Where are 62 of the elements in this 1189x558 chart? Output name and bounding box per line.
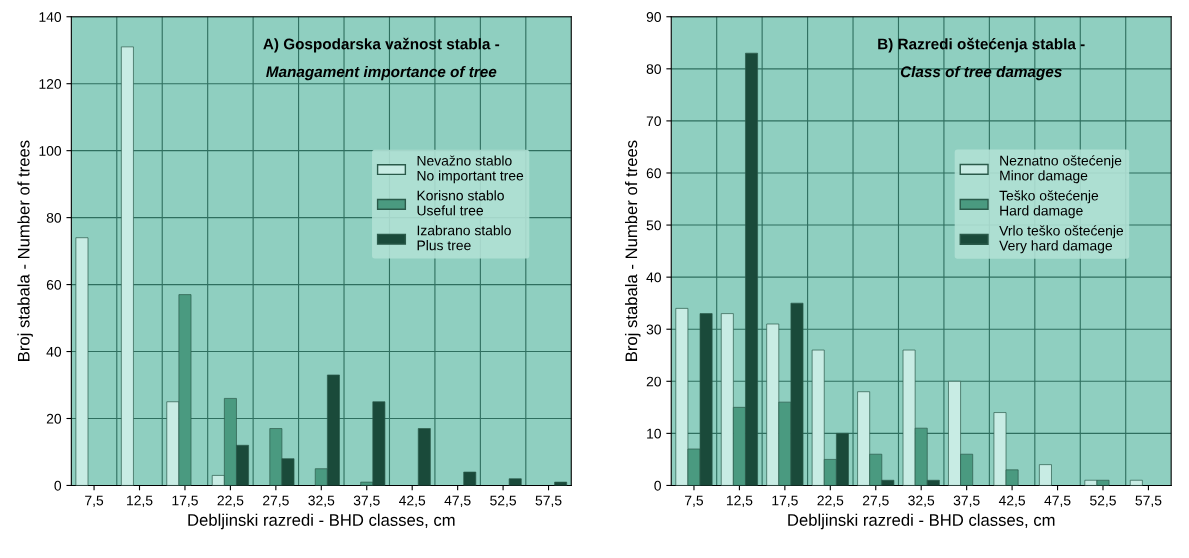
- y-tick-label: 40: [646, 272, 661, 283]
- x-axis-title: Debljinski razredi - BHD classes, cm: [188, 513, 455, 530]
- legend-label: Neznatno oštećenje Minor damage: [1000, 155, 1122, 184]
- x-tick-label: 52,5: [490, 495, 517, 508]
- x-tick-label: 7,5: [85, 495, 104, 508]
- legend-label: Nevažno stablo No important tree: [417, 155, 524, 184]
- x-tick-label: 52,5: [1090, 495, 1116, 508]
- x-tick-label: 27,5: [263, 495, 289, 508]
- y-tick-label: 40: [46, 346, 62, 357]
- x-tick-label: 32,5: [308, 495, 335, 508]
- y-axis-title: Broj stabala - Number of trees: [17, 140, 33, 361]
- x-tick-label: 37,5: [953, 495, 980, 508]
- y-tick-label: 10: [647, 428, 661, 439]
- x-tick-label: 37,5: [353, 495, 380, 508]
- text: B) Razredi oštećenja stabla -: [878, 37, 1085, 53]
- bar: [120, 46, 134, 486]
- x-axis-title: Debljinski razredi - BHD classes, cm: [788, 513, 1055, 530]
- legend-label: Izabrano stablo Plus tree: [417, 225, 511, 251]
- bar: [463, 471, 477, 486]
- legend-label: Korisno stablo Useful tree: [417, 190, 504, 216]
- x-tick-label: 12,5: [127, 495, 153, 508]
- x-tick-label: 32,5: [908, 495, 935, 508]
- bar: [1129, 479, 1143, 486]
- y-tick-label: 50: [646, 220, 661, 231]
- x-tick-label: 42,5: [998, 495, 1026, 508]
- y-tick-label: 60: [46, 279, 62, 290]
- x-tick-label: 57,5: [1135, 495, 1162, 508]
- y-tick-label: 90: [646, 12, 661, 22]
- x-tick-label: 27,5: [862, 495, 889, 508]
- x-tick-label: 17,5: [172, 495, 198, 508]
- x-tick-label: 22,5: [817, 495, 844, 508]
- y-tick-label: 120: [39, 79, 62, 89]
- x-tick-label: 47,5: [444, 495, 471, 508]
- legend-label: Vrlo teško oštećenje Very hard damage: [999, 225, 1124, 254]
- text: A) Gospodarska važnost stabla -: [263, 37, 500, 53]
- text: Managament importance of tree: [266, 65, 497, 81]
- x-tick-label: 42,5: [399, 495, 426, 508]
- y-tick-label: 80: [646, 64, 661, 74]
- y-tick-label: 20: [46, 413, 62, 424]
- y-tick-label: 60: [646, 168, 661, 179]
- y-tick-label: 70: [646, 116, 661, 127]
- x-tick-label: 47,5: [1044, 495, 1071, 508]
- legend-label: Teško oštećenje Hard damage: [999, 190, 1099, 219]
- bar: [554, 481, 568, 486]
- bar: [75, 237, 89, 486]
- x-tick-label: 57,5: [535, 495, 562, 508]
- x-tick-label: 17,5: [772, 495, 798, 508]
- x-tick-label: 22,5: [217, 495, 244, 508]
- bar: [417, 428, 431, 486]
- y-axis-title: Broj stabala - Number of trees: [624, 140, 641, 361]
- y-tick-label: 80: [46, 212, 62, 223]
- bar: [1039, 464, 1052, 486]
- bar: [508, 478, 522, 486]
- text: Class of tree damages: [900, 65, 1062, 81]
- y-tick-label: 30: [646, 324, 661, 335]
- x-tick-label: 12,5: [726, 495, 753, 508]
- y-tick-label: 0: [654, 480, 661, 491]
- y-tick-label: 140: [39, 12, 62, 22]
- y-tick-label: 20: [646, 376, 661, 387]
- y-tick-label: 100: [39, 145, 62, 156]
- x-tick-label: 7,5: [685, 495, 704, 508]
- y-tick-label: 0: [54, 480, 62, 491]
